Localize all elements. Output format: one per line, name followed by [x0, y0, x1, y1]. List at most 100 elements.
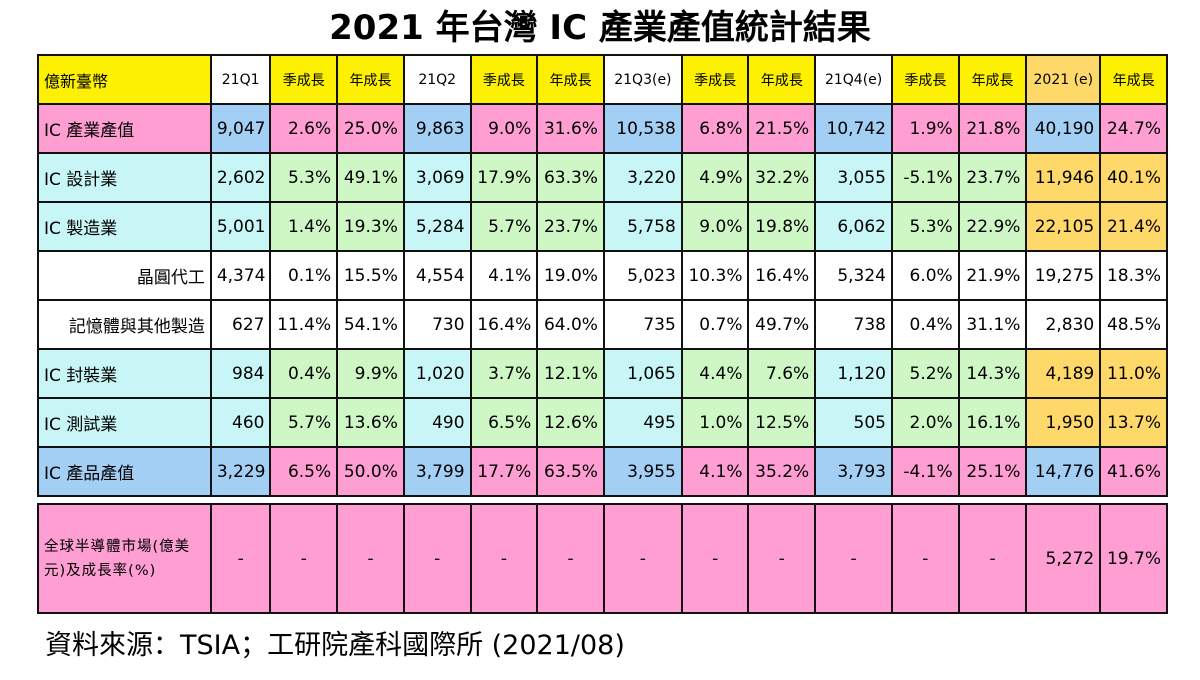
table-cell: 21.4%	[1099, 201, 1168, 252]
table-cell: 35.2%	[747, 446, 817, 497]
table-cell: 40,190	[1025, 103, 1102, 154]
table-cell: 22,105	[1025, 201, 1102, 252]
table-cell: -4.1%	[891, 446, 960, 497]
table-cell: 2,602	[209, 152, 272, 203]
table-cell: 0.1%	[269, 250, 339, 301]
table-cell: 4.9%	[680, 152, 750, 203]
column-header: 季成長	[469, 54, 539, 105]
table-cell: 9.0%	[469, 103, 539, 154]
table-cell: -	[891, 503, 960, 614]
table-cell: 21.9%	[957, 250, 1028, 301]
table-cell: 5,023	[602, 250, 683, 301]
table-cell: -	[536, 503, 605, 614]
table-cell: 13.7%	[1099, 397, 1168, 448]
table-cell: 54.1%	[336, 299, 405, 350]
table-cell: 3,069	[402, 152, 472, 203]
table-cell: 23.7%	[536, 201, 605, 252]
column-header: 年成長	[957, 54, 1028, 105]
table-cell: 5.7%	[269, 397, 339, 448]
global-market-label: 全球半導體市場(億美元)及成長率(%)	[37, 503, 212, 614]
table-cell: 3,793	[814, 446, 893, 497]
row-label: IC 測試業	[37, 397, 212, 448]
table-cell: 13.6%	[336, 397, 405, 448]
table-cell: 5.2%	[891, 348, 960, 399]
table-cell: -	[336, 503, 405, 614]
table-cell: -	[814, 503, 893, 614]
row-label: 記憶體與其他製造	[37, 299, 212, 350]
table-cell: 10,538	[602, 103, 683, 154]
table-cell: 4.1%	[469, 250, 539, 301]
column-header: 季成長	[269, 54, 339, 105]
table-cell: 1.4%	[269, 201, 339, 252]
table-cell: 3.7%	[469, 348, 539, 399]
table-cell: 9,047	[209, 103, 272, 154]
table-cell: 14.3%	[957, 348, 1028, 399]
column-header: 21Q4(e)	[814, 54, 893, 105]
table-row: IC 製造業 5,001 1.4% 19.3% 5,284 5.7% 23.7% 5,758 9…	[37, 201, 1168, 252]
table-cell: 49.7%	[747, 299, 817, 350]
column-header: 年成長	[1099, 54, 1168, 105]
row-label: IC 製造業	[37, 201, 212, 252]
table-cell: -	[469, 503, 539, 614]
table-cell: 0.4%	[269, 348, 339, 399]
table-cell: 3,220	[602, 152, 683, 203]
column-header: 21Q3(e)	[602, 54, 683, 105]
column-header: 年成長	[536, 54, 605, 105]
table-cell: 11.0%	[1099, 348, 1168, 399]
table-cell: 5.3%	[269, 152, 339, 203]
table-cell: -5.1%	[891, 152, 960, 203]
global-market-row: 全球半導體市場(億美元)及成長率(%) - - - - - - - - - - - -5,272 19.7…	[37, 503, 1168, 614]
table-cell: 3,229	[209, 446, 272, 497]
table-cell: 17.7%	[469, 446, 539, 497]
table-cell: 7.6%	[747, 348, 817, 399]
table-cell: 9.9%	[336, 348, 405, 399]
table-cell: 3,955	[602, 446, 683, 497]
row-label: 晶圓代工	[37, 250, 212, 301]
table-row: IC 產業產值 9,047 2.6% 25.0% 9,863 9.0% 31.6% 10,53…	[37, 103, 1168, 154]
page-title: 2021 年台灣 IC 產業產值統計結果	[329, 8, 871, 48]
table-cell: 2.6%	[269, 103, 339, 154]
table-row: 記憶體與其他製造 627 11.4% 54.1% 730 16.4% 64.0% 735 0.7…	[37, 299, 1168, 350]
column-header: 季成長	[680, 54, 750, 105]
table-cell: 490	[402, 397, 472, 448]
row-label: IC 產品產值	[37, 446, 212, 497]
table-cell: 495	[602, 397, 683, 448]
table-cell: 18.3%	[1099, 250, 1168, 301]
table-cell: 5,272	[1025, 503, 1102, 614]
table-cell: 49.1%	[336, 152, 405, 203]
table-cell: 41.6%	[1099, 446, 1168, 497]
table-cell: 627	[209, 299, 272, 350]
table-cell: 2,830	[1025, 299, 1102, 350]
table-cell: 64.0%	[536, 299, 605, 350]
table-cell: 25.1%	[957, 446, 1028, 497]
table-cell: 4.1%	[680, 446, 750, 497]
table-cell: 6.5%	[269, 446, 339, 497]
table-cell: 6.8%	[680, 103, 750, 154]
table-cell: 12.5%	[747, 397, 817, 448]
table-row: IC 測試業 460 5.7% 13.6% 490 6.5% 12.6% 495 1.0% 12.…	[37, 397, 1168, 448]
table-cell: 730	[402, 299, 472, 350]
table-cell: 5.7%	[469, 201, 539, 252]
source-note: 資料來源：TSIA；工研院產科國際所 (2021/08)	[45, 630, 625, 661]
table-row: 晶圓代工 4,374 0.1% 15.5% 4,554 4.1% 19.0% 5,023 10.…	[37, 250, 1168, 301]
ic-output-table: 億新臺幣 21Q1 季成長 年成長 21Q2 季成長 年成長 21Q3(e) 季成長 年成長 21Q…	[37, 54, 1168, 614]
table-cell: 63.5%	[536, 446, 605, 497]
table-cell: 0.4%	[891, 299, 960, 350]
table-cell: 5,324	[814, 250, 893, 301]
table-row: IC 產品產值 3,229 6.5% 50.0% 3,799 17.7% 63.5% 3,95…	[37, 446, 1168, 497]
table-cell: -	[602, 503, 683, 614]
table-cell: 48.5%	[1099, 299, 1168, 350]
table-cell: 735	[602, 299, 683, 350]
table-cell: 32.2%	[747, 152, 817, 203]
table-cell: 16.1%	[957, 397, 1028, 448]
table-cell: 31.1%	[957, 299, 1028, 350]
table-cell: 1,120	[814, 348, 893, 399]
row-label: IC 設計業	[37, 152, 212, 203]
table-cell: 5,758	[602, 201, 683, 252]
table-row: IC 封裝業 984 0.4% 9.9% 1,020 3.7% 12.1% 1,065 4.4%…	[37, 348, 1168, 399]
column-header: 21Q1	[209, 54, 272, 105]
table-cell: 460	[209, 397, 272, 448]
table-cell: 1.9%	[891, 103, 960, 154]
table-cell: 4,189	[1025, 348, 1102, 399]
table-cell: 11,946	[1025, 152, 1102, 203]
